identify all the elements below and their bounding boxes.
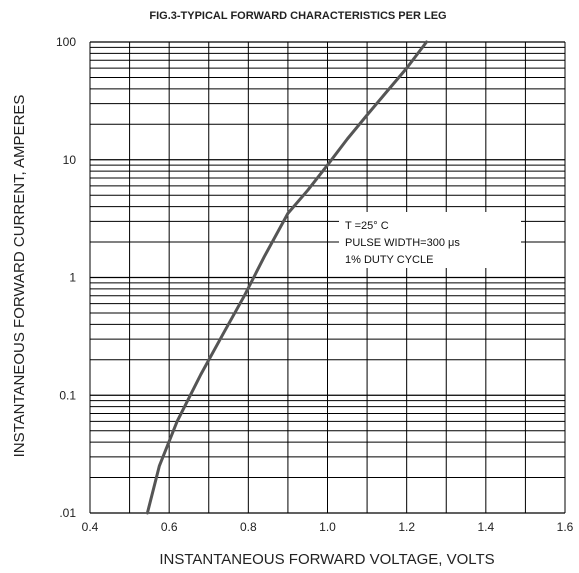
y-tick-label: 1 xyxy=(69,271,76,285)
y-tick-labels: .01 0.1 1 10 100 xyxy=(56,35,76,520)
y-tick-label: 0.1 xyxy=(59,388,76,402)
annotation-duty-cycle: 1% DUTY CYCLE xyxy=(345,254,433,266)
y-axis-label: INSTANTANEOUS FORWARD CURRENT, AMPERES xyxy=(11,95,28,458)
x-tick-label: 1.6 xyxy=(557,520,574,534)
x-tick-label: 0.8 xyxy=(240,520,257,534)
y-tick-label: 10 xyxy=(63,153,77,167)
x-tick-label: 0.4 xyxy=(82,520,99,534)
x-tick-label: 1.4 xyxy=(477,520,494,534)
x-tick-label: 1.2 xyxy=(398,520,415,534)
x-tick-label: 1.0 xyxy=(319,520,336,534)
chart-title: FIG.3-TYPICAL FORWARD CHARACTERISTICS PE… xyxy=(149,10,446,22)
test-conditions-annotation: T =25° C PULSE WIDTH=300 μs 1% DUTY CYCL… xyxy=(339,212,521,268)
annotation-pulse-width: PULSE WIDTH=300 μs xyxy=(345,237,460,249)
annotation-background xyxy=(339,212,521,268)
forward-current-curve xyxy=(145,40,428,515)
x-axis-label: INSTANTANEOUS FORWARD VOLTAGE, VOLTS xyxy=(159,551,494,568)
annotation-temperature: T =25° C xyxy=(345,220,389,232)
grid-lines xyxy=(89,41,566,514)
x-tick-label: 0.6 xyxy=(161,520,178,534)
x-tick-labels: 0.4 0.6 0.8 1.0 1.2 1.4 1.6 xyxy=(82,520,574,534)
y-tick-label: .01 xyxy=(59,506,76,520)
y-tick-label: 100 xyxy=(56,35,76,49)
